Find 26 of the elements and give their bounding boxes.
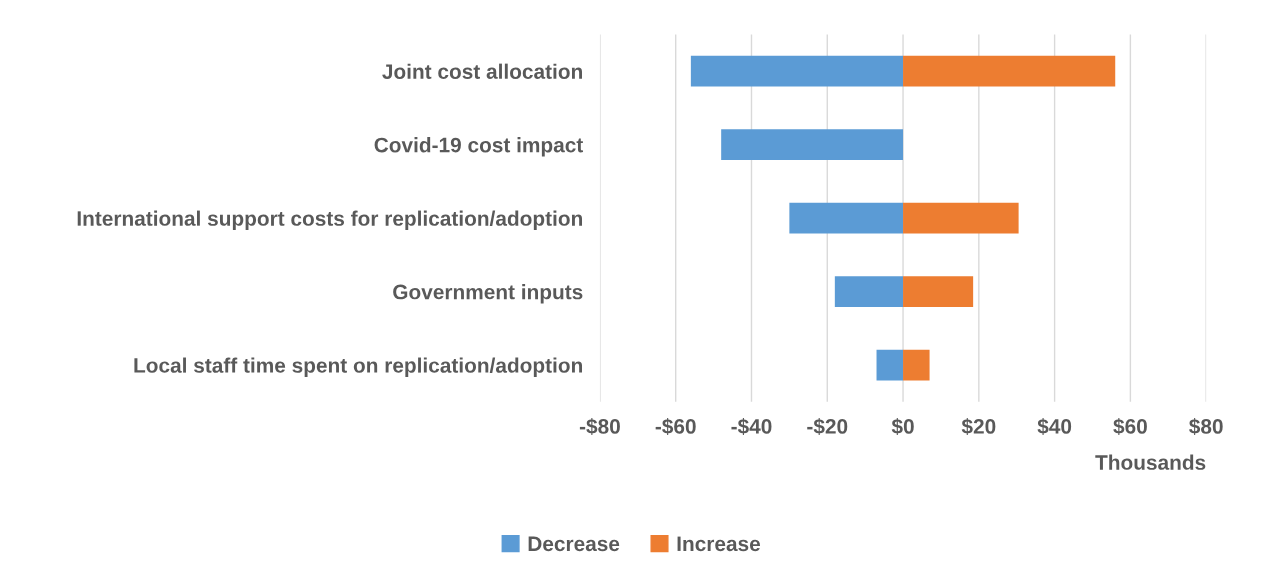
bar [721, 129, 904, 161]
y-tick-label: Government inputs [393, 284, 583, 304]
x-tick-label: -$80 [579, 418, 620, 436]
y-tick-label: Covid-19 cost impact [374, 137, 584, 157]
bar [789, 202, 904, 234]
legend-label: Decrease [528, 536, 620, 552]
bar [834, 276, 904, 308]
x-tick-label: -$20 [807, 418, 848, 436]
bar [876, 349, 904, 381]
x-tick-label: -$40 [731, 418, 772, 436]
legend-label: Increase [677, 536, 761, 552]
y-tick-label: Local staff time spent on replication/adoption [134, 357, 583, 377]
x-tick-label: $0 [891, 418, 914, 436]
bar [903, 276, 974, 308]
y-tick-label: Joint cost allocation [382, 63, 582, 79]
x-tick-label: $20 [961, 418, 996, 436]
bar [903, 202, 1019, 234]
bar [903, 55, 1116, 87]
x-tick-label: -$60 [655, 418, 696, 436]
x-tick-label: $60 [1113, 418, 1147, 436]
x-axis-title: Thousands [1095, 454, 1206, 470]
bar [903, 349, 930, 381]
bar [690, 55, 904, 87]
x-tick-label: $80 [1189, 418, 1223, 436]
y-tick-label: International support costs for replication/adoption [77, 210, 583, 230]
x-tick-label: $40 [1037, 418, 1072, 436]
